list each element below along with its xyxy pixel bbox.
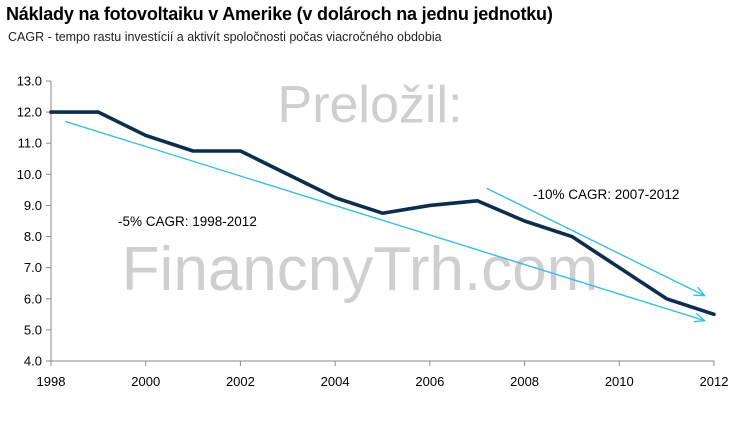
x-tick-label: 2002	[226, 374, 255, 389]
annotation-cagr-long: -5% CAGR: 1998-2012	[118, 214, 257, 229]
series-group	[49, 110, 716, 317]
y-tick-label: 11.0	[18, 136, 42, 151]
x-tick-label: 2010	[605, 374, 634, 389]
trendline-0	[64, 120, 705, 322]
x-tick-label: 2004	[321, 374, 350, 389]
trendline-arrowhead-1	[693, 286, 707, 297]
x-tick-label: 2008	[510, 374, 539, 389]
chart-title: Náklady na fotovoltaiku v Amerike (v dol…	[6, 4, 553, 24]
annotations: -5% CAGR: 1998-2012 -10% CAGR: 2007-2012	[118, 187, 679, 229]
y-tick-label: 6.0	[24, 291, 42, 306]
y-tick-label: 10.0	[17, 167, 42, 182]
y-tick-label: 13.0	[17, 74, 42, 89]
y-tick-label: 12.0	[17, 105, 42, 120]
x-tick-label: 1998	[37, 374, 66, 389]
x-tick-label: 2012	[700, 374, 729, 389]
y-tick-label: 8.0	[24, 229, 42, 244]
watermark-line2: FinancnyTrh.com	[122, 235, 599, 304]
x-tick-label: 2006	[415, 374, 444, 389]
chart-subtitle: CAGR - tempo rastu investícií a aktivít …	[8, 30, 442, 44]
annotation-cagr-short: -10% CAGR: 2007-2012	[533, 187, 679, 202]
y-tick-label: 4.0	[24, 354, 42, 369]
y-tick-label: 5.0	[24, 322, 42, 337]
trendline-arrowhead-0	[693, 312, 707, 323]
trendline-1	[486, 187, 705, 297]
trendlines	[64, 120, 707, 323]
axes: 4.0 5.0 6.0 7.0 8.0 9.0 10.0 11.0 12.0 13.0 1998 20…	[17, 74, 729, 390]
watermark-line1: Preložil:	[278, 76, 463, 134]
y-tick-label: 7.0	[24, 260, 42, 275]
x-tick-label: 2000	[131, 374, 160, 389]
y-tick-label: 9.0	[24, 198, 42, 213]
